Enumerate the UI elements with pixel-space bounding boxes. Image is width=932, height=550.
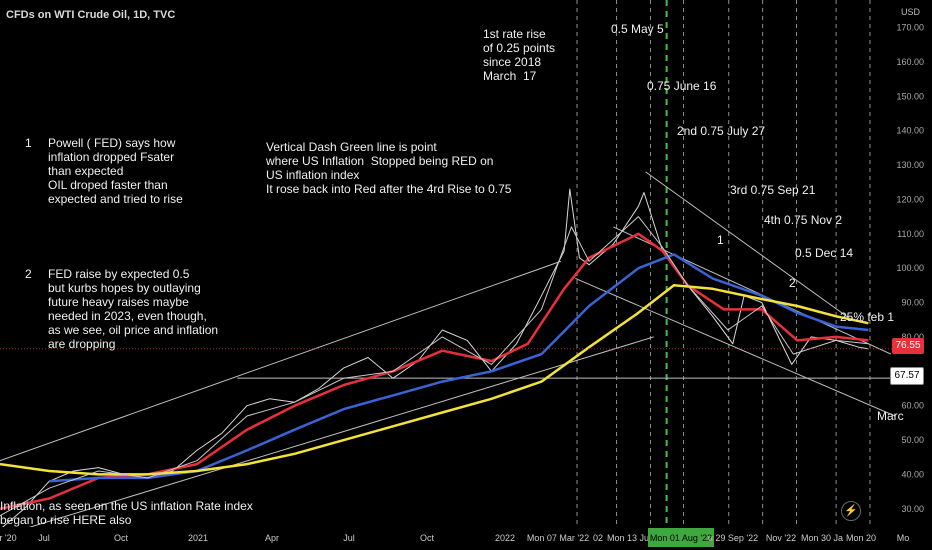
y-tick-label: 120.00: [896, 194, 924, 204]
x-tick-label: 02: [593, 533, 603, 543]
lightning-icon[interactable]: ⚡: [841, 501, 861, 521]
x-tick-label: Mon 13 Ju: [607, 533, 649, 543]
y-tick-label: 100.00: [896, 263, 924, 273]
june-rise-label: 0.75 June 16: [647, 79, 717, 93]
trend-line: [645, 171, 852, 321]
x-tick-label: Mon 01 Aug '22: [650, 533, 712, 543]
y-tick-label: 60.00: [901, 401, 924, 411]
x-tick-label: Mon 07 Mar '22: [527, 533, 589, 543]
x-tick-label: Nov '22: [766, 533, 796, 543]
note2-number: 2: [25, 267, 32, 281]
y-tick-label: 30.00: [901, 504, 924, 514]
ma-slow-line: [0, 284, 869, 476]
first-rise-note: 1st rate rise of 0.25 points since 2018 …: [483, 27, 556, 83]
ma-thin-line: [0, 216, 869, 517]
level-badge: 67.57: [890, 367, 924, 385]
wave-label-2: 2: [789, 276, 796, 290]
y-tick-label: 170.00: [896, 23, 924, 33]
note1-number: 1: [25, 136, 32, 150]
y-tick-label: 50.00: [901, 435, 924, 445]
chart-series: [0, 188, 895, 530]
x-tick-label: Mo: [897, 533, 910, 543]
y-tick-label: 150.00: [896, 91, 924, 101]
bottom-note: Inflation, as seen on the US inflation R…: [0, 499, 253, 527]
trend-line: [0, 260, 562, 462]
x-tick-label: Jul: [38, 533, 50, 543]
y-tick-label: 90.00: [901, 298, 924, 308]
y-tick-label: 160.00: [896, 57, 924, 67]
wave-label-1: 1: [717, 233, 724, 247]
note1-text: Powell ( FED) says how inflation dropped…: [48, 136, 183, 206]
nov-rise-label: 4th 0.75 Nov 2: [764, 213, 843, 227]
feb-rise-label: 25% feb 1: [840, 310, 895, 324]
x-tick-label: Oct: [114, 533, 129, 543]
march-label: Marc: [877, 409, 904, 423]
x-tick-label: Oct: [420, 533, 435, 543]
x-tick-label: 2021: [188, 533, 208, 543]
chart-axes: 170.00160.00150.00140.00130.00120.00110.…: [0, 23, 932, 550]
y-tick-label: 80.00: [901, 332, 924, 342]
x-tick-label: 2022: [495, 533, 515, 543]
axis-unit: USD: [901, 7, 921, 17]
x-tick-label: Apr: [265, 533, 279, 543]
x-tick-label: Mon 20: [846, 533, 876, 543]
green-line-note: Vertical Dash Green line is point where …: [266, 140, 512, 196]
chart-title: CFDs on WTI Crude Oil, 1D, TVC: [6, 9, 176, 21]
y-tick-label: 110.00: [897, 229, 924, 239]
may-rise-label: 0.5 May 5: [611, 22, 664, 36]
x-tick-label: r '20: [0, 533, 17, 543]
sep-rise-label: 3rd 0.75 Sep 21: [730, 183, 816, 197]
x-tick-label: u 29 Sep '22: [708, 533, 758, 543]
trend-line: [575, 278, 896, 417]
x-tick-label: Mon 30 Ja: [801, 533, 843, 543]
dec-rise-label: 0.5 Dec 14: [795, 246, 854, 260]
y-tick-label: 140.00: [896, 126, 924, 136]
trend-line: [0, 336, 654, 537]
last-price-badge: 76.55: [892, 338, 924, 354]
note2-text: FED raise by expected 0.5 but kurbs hope…: [48, 267, 219, 351]
x-tick-highlight: [648, 528, 714, 547]
x-tick-label: Jul: [343, 533, 355, 543]
july-rise-label: 2nd 0.75 July 27: [677, 124, 766, 138]
y-tick-label: 130.00: [896, 160, 924, 170]
y-tick-label: 40.00: [901, 469, 924, 479]
